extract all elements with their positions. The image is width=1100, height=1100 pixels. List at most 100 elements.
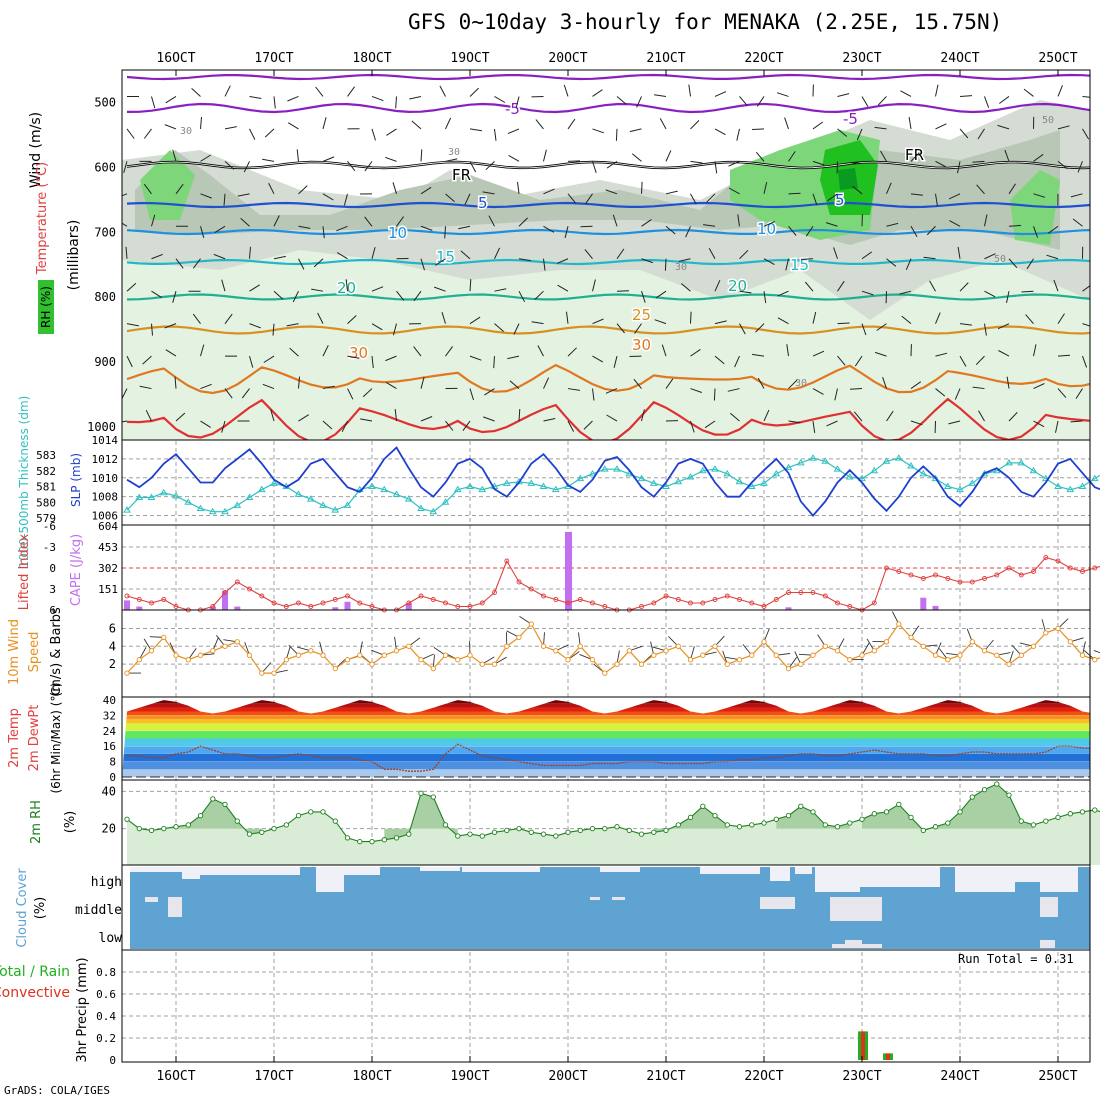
wind-barb xyxy=(1057,313,1065,324)
wind-barb xyxy=(420,149,423,162)
wind-barb xyxy=(948,420,961,425)
wind-barb xyxy=(605,189,618,195)
wind-barb xyxy=(240,217,250,227)
thickness-point xyxy=(662,482,670,489)
wind-barb xyxy=(1082,128,1090,140)
wind-barb xyxy=(886,258,897,267)
wind-barb xyxy=(605,388,618,394)
thickness-point xyxy=(221,507,229,515)
thickness-point xyxy=(796,458,805,466)
wind-barb xyxy=(143,128,152,139)
wind-barb xyxy=(126,355,133,368)
wind-barb xyxy=(371,246,376,259)
wind-barb xyxy=(122,222,128,227)
wind-barb xyxy=(812,160,825,166)
wind-barb xyxy=(322,226,325,239)
wind-barb xyxy=(854,355,863,367)
wind-speed-point xyxy=(161,634,167,641)
rh-point xyxy=(1092,807,1098,813)
li-point xyxy=(700,600,706,606)
cape-tick: 604 xyxy=(98,520,118,533)
wind-barb xyxy=(420,376,425,389)
wind-barb xyxy=(315,86,324,97)
wind-barb xyxy=(494,128,497,141)
li-point xyxy=(492,590,497,595)
wind-barb xyxy=(396,216,405,227)
temp-band xyxy=(122,769,1090,777)
li-point xyxy=(553,597,559,602)
wind-barb xyxy=(926,225,936,236)
wind-barb xyxy=(788,379,798,389)
rh-point xyxy=(308,809,314,815)
wind-barb xyxy=(785,258,789,271)
wind-barb xyxy=(833,247,838,259)
wind-barb xyxy=(535,119,544,130)
label-layer: 16OCT 16OCT 17OCT 17OCT 18OCT 18OCT 19OCT 19OCT… xyxy=(0,51,1078,1084)
temp-tick: 24 xyxy=(103,725,117,738)
wind-speed-point xyxy=(883,639,890,645)
wind-barb xyxy=(126,323,139,327)
wind-speed-point xyxy=(638,661,645,667)
wind-barb xyxy=(268,182,275,195)
rh-point xyxy=(283,822,289,828)
cape-bar xyxy=(344,601,351,610)
wind-barb xyxy=(886,182,892,195)
wind-speed-point xyxy=(908,634,914,641)
wind-barb xyxy=(592,355,604,363)
wind-barb xyxy=(786,344,789,357)
wind-barb xyxy=(616,248,625,260)
rh-point xyxy=(798,803,804,809)
wind-barb xyxy=(409,95,422,100)
wind-speed-point xyxy=(687,657,694,663)
cloud-high-gap xyxy=(815,867,860,892)
data-layer xyxy=(122,446,1100,1060)
wind-barb xyxy=(1033,383,1045,390)
wind-barb xyxy=(975,355,985,366)
wind-barb xyxy=(249,95,262,99)
wind-barb xyxy=(923,256,936,260)
temp-contour xyxy=(126,258,1090,266)
wind-speed-point xyxy=(369,661,375,667)
temp2m-axis-label: (6hr Min/Max) (°C) xyxy=(49,682,63,793)
wind-barb xyxy=(322,345,329,357)
wind-barb xyxy=(1057,125,1070,130)
wind-barb xyxy=(336,252,348,260)
wind-barb xyxy=(270,409,275,422)
wind-barb xyxy=(688,84,691,97)
wind-barb xyxy=(739,323,746,335)
wind-barb xyxy=(469,128,482,132)
pressure-axis-label: (millibars) xyxy=(66,220,82,291)
x-tick-label-bottom: 20OCT xyxy=(548,1069,587,1084)
wind-barb xyxy=(997,323,1010,330)
wind-barb xyxy=(1021,290,1034,293)
rh-point xyxy=(920,827,926,834)
wind-barb xyxy=(567,347,577,357)
cloud-middle-gap xyxy=(830,897,882,921)
wind-barb xyxy=(1033,193,1046,198)
wind-barb xyxy=(537,345,544,357)
li-point xyxy=(712,597,718,602)
contour-label: -5 xyxy=(843,110,858,128)
cape-bar xyxy=(222,590,228,610)
rh-point xyxy=(957,809,963,815)
wind-barb xyxy=(585,193,593,204)
wind-barb xyxy=(949,220,961,227)
wind-barb xyxy=(910,193,923,196)
wind-barb xyxy=(690,120,700,130)
wind-barb xyxy=(972,386,985,390)
rh-point xyxy=(859,816,865,822)
wind-barb xyxy=(935,84,939,97)
wind-barb xyxy=(563,84,569,97)
wind-barb xyxy=(631,153,642,162)
wind-barb xyxy=(1095,160,1100,161)
wind-barb xyxy=(518,290,526,303)
thickness-point xyxy=(723,469,732,477)
rh-contour-label: 30 xyxy=(675,262,687,273)
li-point xyxy=(810,590,816,595)
cloud-high-gap xyxy=(420,867,460,871)
thickness-tick: 580 xyxy=(36,496,56,509)
li-point xyxy=(418,593,424,599)
wind-barb xyxy=(494,247,501,259)
li-point xyxy=(577,597,583,602)
wind-barb xyxy=(494,288,507,292)
